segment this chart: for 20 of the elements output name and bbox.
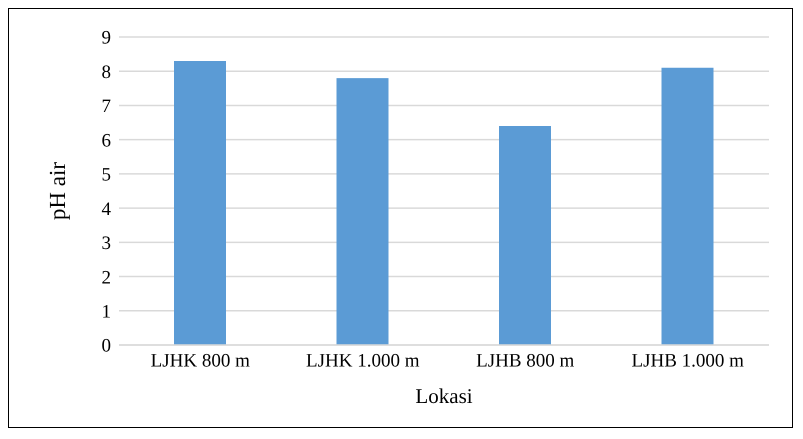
y-tick-label: 2 bbox=[102, 267, 111, 288]
bar bbox=[499, 126, 551, 345]
y-tick-label: 4 bbox=[102, 198, 112, 220]
bar bbox=[174, 60, 226, 345]
y-tick-label: 5 bbox=[102, 164, 111, 186]
y-tick-label: 7 bbox=[102, 96, 111, 118]
x-tick-label: LJHB 1.000 m bbox=[632, 350, 744, 372]
x-tick-label: LJHB 800 m bbox=[476, 350, 575, 372]
bar bbox=[662, 68, 714, 345]
y-tick-label: 9 bbox=[102, 28, 111, 49]
y-tick-label: 0 bbox=[102, 336, 111, 357]
y-tick-label: 1 bbox=[102, 302, 111, 323]
bar bbox=[336, 78, 388, 345]
y-tick-label: 8 bbox=[102, 62, 111, 83]
x-tick-label: LJHK 1.000 m bbox=[306, 350, 420, 372]
y-tick-label: 3 bbox=[102, 233, 111, 254]
y-tick-label: 6 bbox=[102, 130, 111, 152]
y-axis-title: pH air bbox=[45, 162, 70, 220]
x-tick-label: LJHK 800 m bbox=[150, 350, 250, 372]
x-axis-title: Lokasi bbox=[415, 384, 473, 408]
